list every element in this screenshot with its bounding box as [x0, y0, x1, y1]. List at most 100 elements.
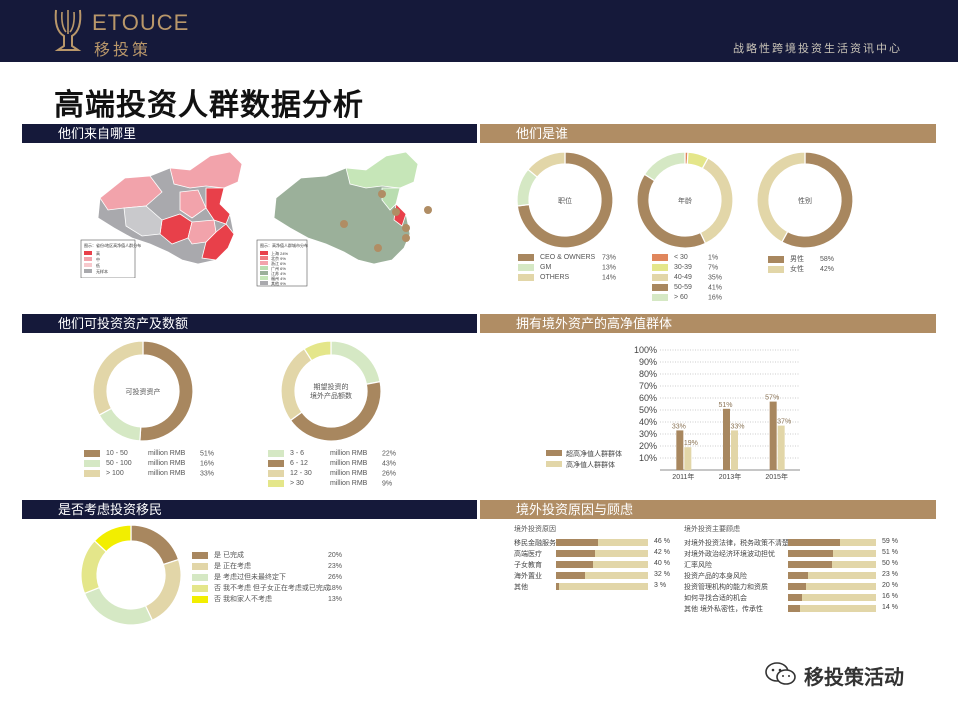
reason-label: 其他 境外私密性，传承性 [684, 606, 763, 613]
reason-bar-fill [556, 550, 595, 557]
map-legend-swatch [260, 251, 268, 255]
position-legend-item: CEO & OWNERS 73% [518, 254, 616, 261]
legend-percent: 73% [602, 254, 617, 262]
legend-label: < 30 [674, 254, 688, 262]
legend-swatch [192, 573, 208, 581]
bar-0-2 [769, 401, 777, 470]
reason-label: 如何寻找合适的机会 [684, 595, 747, 602]
reason-bar-track [556, 583, 648, 590]
expected-legend-item: 3 - 6 million RMB 22% [268, 450, 396, 457]
city-pin-icons [340, 190, 432, 252]
legend-label: > 30 [290, 480, 304, 488]
expected-legend-item: 12 - 30 million RMB 26% [268, 470, 396, 477]
age-legend-item: 40-49 35% [652, 274, 722, 281]
china-map-cities: 图示：高净值人群城市分布 上海 24%北京 9%浙江 6%广州 6%江苏 4%福… [256, 151, 432, 287]
migration-slice-0 [130, 524, 180, 566]
expected-legend-item: 6 - 12 million RMB 43% [268, 460, 396, 467]
legend-label: OTHERS [540, 274, 570, 282]
investable-legend-item: 10 - 50 million RMB 51% [84, 450, 214, 457]
bar-legend-swatch [546, 450, 562, 456]
map-legend-swatch [260, 256, 268, 260]
donut-investable: 可投资资产 [92, 340, 194, 442]
section-migration-header: 是否考虑投资移民 [22, 500, 477, 519]
age-legend-item: < 30 1% [652, 254, 718, 261]
reason-label: 子女教育 [514, 562, 542, 569]
legend-percent: 14% [602, 274, 617, 282]
legend-swatch [84, 470, 100, 477]
legend-percent: 23% [328, 563, 343, 570]
reason-label: 移民金融服务 [514, 540, 556, 547]
map-legend-label: 江苏 4% [271, 270, 286, 276]
age-slice-2 [699, 157, 734, 245]
reason-percent: 3 % [654, 582, 667, 589]
reason-label: 海外置业 [514, 573, 542, 580]
watermark-text: 移投策活动 [804, 667, 904, 689]
age-legend-item: 30-39 7% [652, 264, 718, 271]
reason-bar-track [556, 572, 648, 579]
reason-percent: 40 % [654, 560, 670, 567]
legend-unit: million RMB [148, 470, 186, 478]
legend-label: 女性 [790, 266, 804, 273]
reason-percent: 50 % [882, 560, 898, 567]
legend-unit: million RMB [148, 460, 186, 468]
reasons-right-title: 境外投资主要顾虑 [684, 526, 740, 533]
legend-swatch [84, 450, 100, 457]
donut-age: 年龄 [636, 151, 734, 249]
map-legend-label: 上海 24% [271, 250, 289, 256]
legend-label: 40-49 [674, 274, 692, 282]
y-tick-label: 80% [639, 369, 657, 379]
bar-1-0 [684, 447, 692, 470]
legend-swatch [268, 460, 284, 467]
map-legend-swatch [260, 271, 268, 275]
reason-bar-track [556, 539, 648, 546]
legend-swatch [268, 470, 284, 477]
y-tick-label: 20% [639, 441, 657, 451]
map-legend-label: 北京 9% [271, 255, 286, 261]
map-legend-swatch [260, 276, 268, 280]
bar-legend-label: 超高净值人群群体 [566, 449, 622, 458]
legend-label: 50-59 [674, 284, 692, 292]
position-slice-0 [516, 151, 614, 249]
bar-legend-swatch [546, 461, 562, 467]
legend-swatch [192, 584, 208, 592]
reason-percent: 51 % [882, 549, 898, 556]
legend-unit: million RMB [330, 470, 368, 478]
y-tick-label: 50% [639, 405, 657, 415]
donut-position: 职位 [516, 151, 614, 249]
investable-slice-2 [92, 340, 144, 416]
legend-swatch [768, 255, 784, 263]
reason-percent: 46 % [654, 538, 670, 545]
reason-percent: 23 % [882, 571, 898, 578]
bar-data-label: 37% [777, 419, 791, 426]
legend-percent: 35% [708, 274, 723, 282]
reason-bar-track [788, 605, 876, 612]
legend-percent: 43% [382, 460, 397, 468]
reason-label: 投资管理机构的能力和资质 [684, 584, 768, 591]
legend-label: 12 - 30 [290, 470, 312, 478]
expected-slice-2 [280, 347, 313, 422]
reason-bar-fill [788, 539, 840, 546]
svg-text:中: 中 [96, 256, 100, 262]
expected-legend-item: > 30 million RMB 9% [268, 480, 392, 487]
reason-bar-fill [556, 561, 593, 568]
legend-swatch [652, 264, 668, 271]
investable-slice-1 [98, 407, 142, 442]
investable-legend-item: 50 - 100 million RMB 16% [84, 460, 214, 467]
reason-bar-fill [788, 550, 833, 557]
gender-slice-1 [756, 151, 806, 243]
reason-bar-fill [556, 539, 599, 546]
legend-label: > 60 [674, 294, 688, 302]
legend-label: 是 正在考虑 [214, 563, 251, 570]
bar-0-1 [723, 408, 730, 470]
y-tick-label: 30% [639, 429, 657, 439]
legend-percent: 20% [328, 552, 343, 559]
y-tick-label: 60% [639, 393, 657, 403]
x-tick-label: 2013年 [719, 472, 742, 481]
investable-legend-item: > 100 million RMB 33% [84, 470, 214, 477]
donut-migration [80, 524, 182, 626]
legend-swatch [268, 480, 284, 487]
bar-data-label: 33% [672, 423, 686, 430]
expected-slice-3 [303, 340, 332, 362]
donut-age-label: 年龄 [678, 196, 692, 205]
legend-percent: 26% [382, 470, 397, 478]
